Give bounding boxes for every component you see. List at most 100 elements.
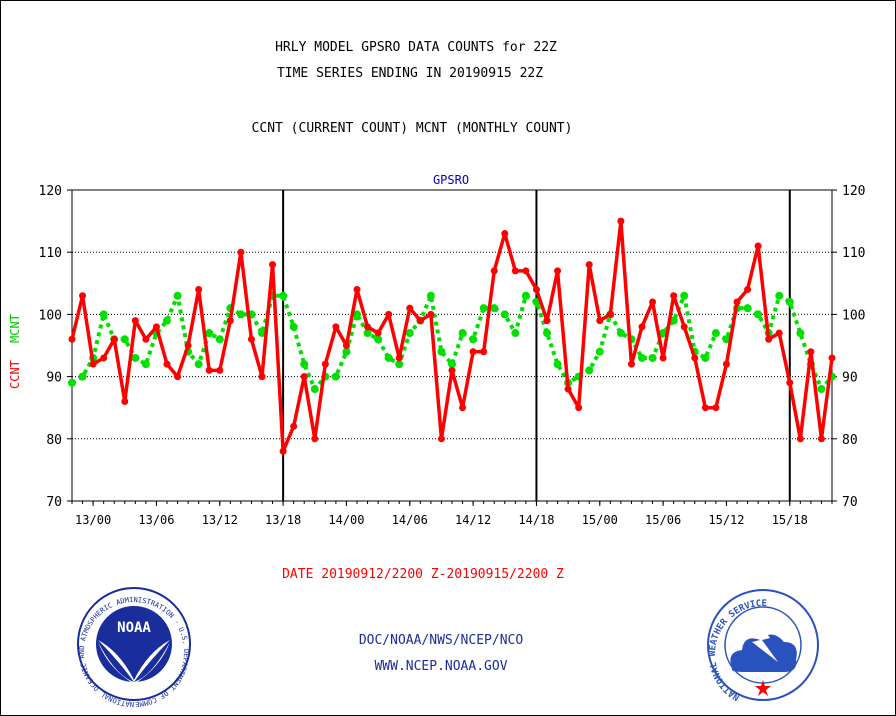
data-point-ccnt bbox=[79, 292, 87, 300]
data-point-mcnt bbox=[543, 329, 551, 338]
data-point-ccnt bbox=[712, 404, 720, 412]
data-point-mcnt bbox=[458, 329, 467, 338]
data-point-ccnt bbox=[817, 435, 825, 443]
x-tick-label: 15/00 bbox=[582, 513, 618, 527]
data-point-ccnt bbox=[459, 404, 467, 412]
data-point-ccnt bbox=[480, 348, 488, 356]
data-point-mcnt bbox=[616, 329, 625, 338]
x-ticks: 13/00 13/06 13/12 13/18 14/00 14/06 14/12 14/18… bbox=[71, 501, 833, 527]
data-point-ccnt bbox=[205, 366, 213, 374]
data-point-ccnt bbox=[501, 230, 509, 238]
star-icon bbox=[755, 680, 771, 696]
y-tick-label: 100 bbox=[39, 308, 62, 323]
data-point-mcnt bbox=[500, 310, 509, 319]
data-point-ccnt bbox=[290, 422, 298, 430]
data-point-mcnt bbox=[289, 322, 298, 331]
data-point-mcnt bbox=[437, 347, 446, 356]
data-point-mcnt bbox=[353, 310, 361, 319]
noaa-logo: NATIONAL OCEANIC AND ATMOSPHERIC ADMINIS… bbox=[0, 0, 191, 708]
data-point-ccnt bbox=[765, 335, 773, 343]
data-point-ccnt bbox=[247, 335, 255, 343]
y-tick-label-right: 120 bbox=[842, 184, 865, 199]
data-point-ccnt bbox=[142, 335, 150, 343]
data-point-ccnt bbox=[237, 248, 245, 256]
data-point-mcnt bbox=[511, 329, 520, 338]
website: WWW.NCEP.NOAA.GOV bbox=[374, 659, 507, 674]
data-point-ccnt bbox=[649, 298, 657, 306]
ylabel-left: CCNT bbox=[8, 360, 22, 389]
data-point-ccnt bbox=[68, 335, 76, 343]
lightning-icon bbox=[752, 618, 778, 662]
data-point-mcnt bbox=[120, 335, 129, 344]
data-point-ccnt bbox=[733, 298, 741, 306]
data-point-mcnt bbox=[785, 297, 794, 306]
data-point-ccnt bbox=[374, 329, 382, 337]
y-tick-label-right: 90 bbox=[842, 371, 858, 386]
data-point-ccnt bbox=[279, 447, 287, 455]
data-point-ccnt bbox=[163, 360, 171, 368]
x-tick-label: 13/18 bbox=[265, 513, 301, 527]
date-range: DATE 20190912/2200 Z-20190915/2200 Z bbox=[282, 567, 564, 582]
data-point-ccnt bbox=[627, 360, 635, 368]
data-point-ccnt bbox=[89, 360, 97, 368]
y-tick-label: 90 bbox=[46, 371, 62, 386]
x-tick-label: 15/18 bbox=[772, 513, 808, 527]
data-point-ccnt bbox=[554, 267, 562, 275]
series-mcnt bbox=[68, 291, 836, 394]
data-point-mcnt bbox=[711, 329, 720, 338]
data-point-mcnt bbox=[796, 329, 805, 338]
nws-logo: NATIONAL WEATHER SERVICE bbox=[707, 589, 819, 702]
data-point-mcnt bbox=[448, 360, 456, 369]
data-point-ccnt bbox=[775, 329, 783, 337]
data-point-ccnt bbox=[638, 323, 646, 331]
x-tick-label: 15/06 bbox=[645, 513, 681, 527]
data-point-mcnt bbox=[215, 335, 224, 344]
data-point-mcnt bbox=[553, 360, 562, 369]
data-point-mcnt bbox=[300, 360, 309, 369]
data-point-mcnt bbox=[669, 316, 678, 325]
data-point-ccnt bbox=[342, 342, 350, 349]
ylabel-right: MCNT bbox=[8, 314, 22, 343]
data-point-ccnt bbox=[184, 342, 192, 349]
y-tick-label: 80 bbox=[46, 433, 62, 448]
data-point-ccnt bbox=[744, 286, 752, 294]
data-point-ccnt bbox=[606, 310, 614, 318]
data-point-mcnt bbox=[469, 335, 478, 344]
x-tick-label: 14/00 bbox=[328, 513, 364, 527]
data-point-mcnt bbox=[236, 310, 245, 319]
data-point-ccnt bbox=[796, 435, 804, 443]
data-point-mcnt bbox=[78, 372, 87, 381]
data-point-ccnt bbox=[311, 435, 319, 443]
y-tick-label-right: 70 bbox=[842, 495, 858, 510]
data-point-ccnt bbox=[416, 317, 424, 325]
data-point-mcnt bbox=[659, 329, 668, 338]
noaa-label: NOAA bbox=[117, 620, 151, 636]
x-tick-label: 13/06 bbox=[138, 513, 174, 527]
data-point-mcnt bbox=[775, 291, 784, 300]
data-point-ccnt bbox=[195, 286, 203, 294]
data-point-ccnt bbox=[754, 242, 762, 250]
data-point-ccnt bbox=[543, 317, 551, 325]
data-point-mcnt bbox=[342, 347, 351, 356]
data-point-mcnt bbox=[521, 291, 530, 300]
noaa-inner-disc bbox=[96, 606, 172, 682]
data-point-mcnt bbox=[648, 353, 657, 362]
data-point-ccnt bbox=[511, 267, 519, 275]
y-tick-label-right: 80 bbox=[842, 433, 858, 448]
y-tick-label-right: 100 bbox=[842, 308, 865, 323]
data-point-ccnt bbox=[532, 286, 540, 294]
x-tick-label: 14/18 bbox=[518, 513, 554, 527]
data-point-mcnt bbox=[754, 310, 763, 319]
data-point-mcnt bbox=[258, 329, 266, 338]
subtitle: CCNT (CURRENT COUNT) MCNT (MONTHLY COUNT… bbox=[252, 121, 573, 136]
data-point-mcnt bbox=[595, 347, 604, 356]
data-point-mcnt bbox=[701, 353, 710, 362]
data-point-mcnt bbox=[490, 304, 499, 313]
data-point-ccnt bbox=[670, 292, 678, 300]
data-point-ccnt bbox=[490, 267, 498, 275]
data-point-ccnt bbox=[385, 310, 393, 318]
data-point-mcnt bbox=[141, 360, 150, 369]
y-tick-label: 120 bbox=[39, 184, 62, 199]
data-point-mcnt bbox=[163, 316, 171, 325]
